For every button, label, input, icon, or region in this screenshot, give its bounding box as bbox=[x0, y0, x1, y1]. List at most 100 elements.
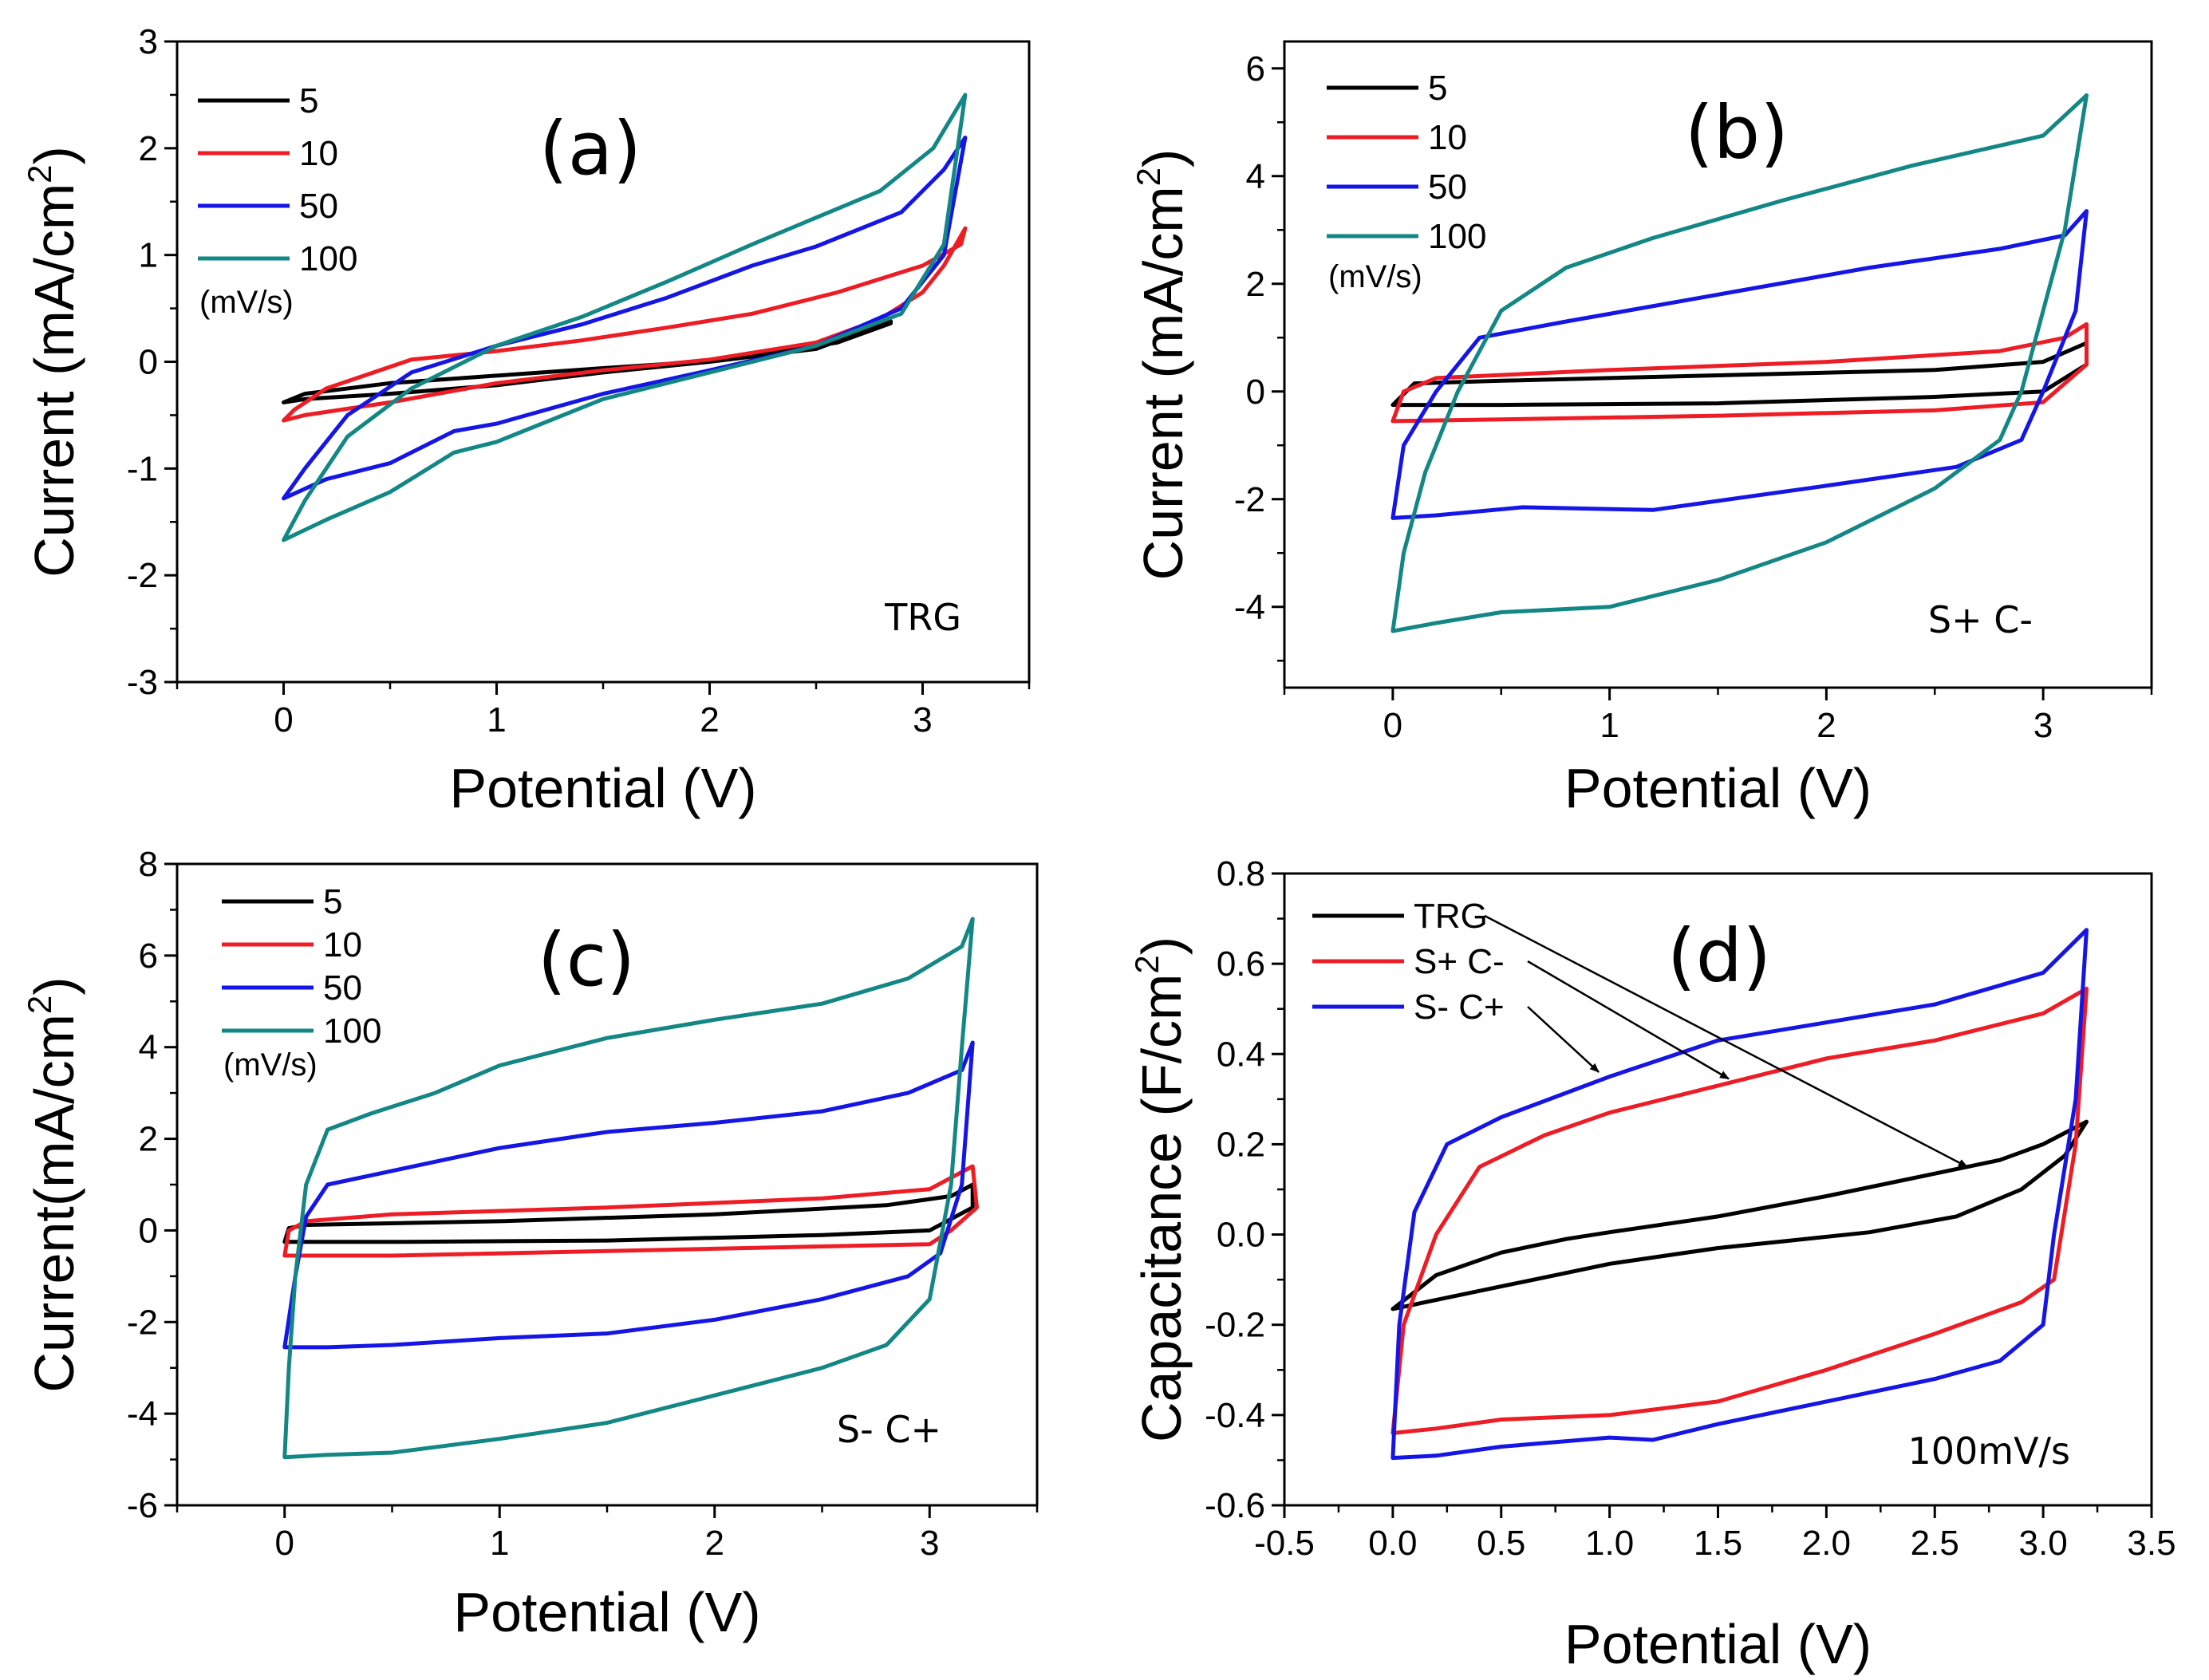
chart-panel-c: 0 1 2 3 -6 -4 -2 0 2 4 6 8 Potential (V) Current(mA/c… bbox=[21, 845, 1039, 1643]
panel-title: (a) bbox=[539, 106, 641, 191]
y-axis-label-main: Current (mA/cm bbox=[23, 183, 85, 578]
y-tick-label: 2 bbox=[139, 1120, 158, 1159]
y-axis-label-main: Current(mA/cm bbox=[23, 1014, 85, 1392]
series-line-100 bbox=[282, 917, 975, 1460]
panel-title: (d) bbox=[1667, 913, 1771, 999]
x-tick-label: 0.5 bbox=[1477, 1524, 1525, 1563]
series-line-50 bbox=[282, 1040, 975, 1350]
y-tick-label: 0.2 bbox=[1217, 1125, 1265, 1164]
x-tick-label: 2.0 bbox=[1802, 1524, 1851, 1563]
x-tick-label: 2 bbox=[705, 1524, 724, 1563]
legend-label: 50 bbox=[299, 187, 338, 226]
y-tick-label: 0 bbox=[1246, 373, 1265, 412]
series-line-10 bbox=[282, 1164, 979, 1258]
y-tick-label: 6 bbox=[1246, 49, 1265, 89]
x-axis-label: Potential (V) bbox=[449, 757, 756, 819]
legend-label: TRG bbox=[1414, 897, 1488, 936]
y-axis-label-main: Current (mA/cm bbox=[1132, 186, 1194, 580]
x-tick-label: 0 bbox=[275, 1524, 294, 1563]
legend-label: 10 bbox=[323, 925, 362, 964]
legend-label: 50 bbox=[323, 968, 362, 1008]
y-axis-label: Current (mA/cm2) bbox=[21, 146, 85, 578]
legend-unit: (mV/s) bbox=[223, 1047, 318, 1083]
y-tick-label: 0.0 bbox=[1217, 1216, 1265, 1255]
x-tick-label: 1.5 bbox=[1694, 1524, 1742, 1563]
y-tick-label: 4 bbox=[139, 1028, 158, 1067]
x-tick-label: 1.0 bbox=[1585, 1524, 1634, 1563]
series-line-s-c- bbox=[1390, 986, 2089, 1435]
series-line-100 bbox=[282, 93, 968, 542]
series-line-s-c- bbox=[1390, 928, 2089, 1461]
y-axis-label-superscript: 2 bbox=[21, 165, 58, 183]
legend-label: 5 bbox=[1428, 69, 1447, 108]
y-tick-label: -3 bbox=[127, 663, 158, 702]
series-line-5 bbox=[282, 319, 893, 404]
y-axis-label-close: ) bbox=[1130, 937, 1193, 955]
legend-label: 5 bbox=[299, 81, 318, 120]
chart-panel-a: 0 1 2 3 -3 -2 -1 0 1 2 3 Potential (V) Current (mA/c… bbox=[21, 22, 1031, 819]
x-tick-label: 1 bbox=[490, 1524, 509, 1563]
annotation-arrow bbox=[1527, 1006, 1600, 1073]
x-tick-label: 3.5 bbox=[2127, 1524, 2175, 1563]
legend-label: 100 bbox=[323, 1012, 381, 1051]
legend-label: 10 bbox=[1428, 118, 1467, 157]
x-tick-label: 1 bbox=[1600, 706, 1619, 745]
y-tick-label: 0.8 bbox=[1217, 854, 1265, 893]
legend-label: 10 bbox=[299, 134, 338, 173]
legend-label: 100 bbox=[299, 239, 357, 278]
x-axis-label: Potential (V) bbox=[1564, 1613, 1872, 1675]
x-tick-label: 0 bbox=[1383, 706, 1402, 745]
y-tick-label: 0 bbox=[139, 1211, 158, 1250]
y-axis-label-superscript: 2 bbox=[21, 996, 58, 1014]
y-tick-label: -1 bbox=[127, 449, 158, 488]
y-axis-label-superscript: 2 bbox=[1130, 168, 1167, 186]
legend-label: S- C+ bbox=[1414, 988, 1505, 1027]
legend-label: 100 bbox=[1428, 217, 1486, 256]
y-axis-label-close: ) bbox=[23, 976, 85, 995]
y-tick-label: -0.2 bbox=[1205, 1306, 1265, 1345]
y-tick-label: 6 bbox=[139, 937, 158, 976]
y-tick-label: -2 bbox=[127, 1303, 158, 1342]
y-tick-label: 1 bbox=[139, 236, 158, 275]
legend-label: S+ C- bbox=[1414, 942, 1505, 981]
legend-unit: (mV/s) bbox=[199, 285, 294, 320]
y-axis-label: Current (mA/cm2) bbox=[1130, 149, 1194, 581]
y-tick-label: 4 bbox=[1246, 157, 1265, 196]
x-tick-label: 2 bbox=[1817, 706, 1836, 745]
legend-label: 50 bbox=[1428, 168, 1467, 207]
x-axis-label: Potential (V) bbox=[453, 1581, 760, 1643]
y-tick-label: 2 bbox=[139, 129, 158, 168]
panel-annotation: S- C+ bbox=[837, 1408, 941, 1451]
x-tick-label: 3.0 bbox=[2019, 1524, 2068, 1563]
y-tick-label: -2 bbox=[1234, 480, 1265, 519]
chart-panel-d: -0.5 0.0 0.5 1.0 1.5 2.0 2.5 3.0 3.5 -0.6 -0.4 -0.2… bbox=[1128, 854, 2176, 1675]
y-tick-label: -0.4 bbox=[1205, 1396, 1265, 1435]
y-axis-label: Capacitance (F/cm2) bbox=[1128, 937, 1193, 1442]
y-tick-label: 0 bbox=[139, 343, 158, 382]
x-tick-label: 2 bbox=[700, 700, 719, 739]
series-line-10 bbox=[282, 226, 968, 423]
legend-unit: (mV/s) bbox=[1328, 259, 1422, 294]
x-tick-label: 1 bbox=[487, 700, 506, 739]
panel-title: (b) bbox=[1685, 90, 1789, 175]
panel-title: (c) bbox=[538, 917, 635, 1003]
y-axis-label-close: ) bbox=[23, 146, 85, 164]
y-axis-label-main: Capacitance (F/cm bbox=[1130, 974, 1193, 1442]
y-tick-label: -4 bbox=[1234, 588, 1265, 627]
series-line-50 bbox=[282, 136, 968, 501]
y-tick-label: 2 bbox=[1246, 265, 1265, 304]
x-axis-label: Potential (V) bbox=[1564, 757, 1872, 819]
y-tick-label: -2 bbox=[127, 556, 158, 595]
annotation-arrow bbox=[1484, 914, 1968, 1168]
legend-label: 5 bbox=[323, 882, 342, 921]
x-tick-label: -0.5 bbox=[1254, 1524, 1315, 1563]
series-line-100 bbox=[1390, 93, 2089, 633]
panel-annotation: 100mV/s bbox=[1907, 1430, 2070, 1473]
series-line-trg bbox=[1390, 1119, 2089, 1311]
x-tick-label: 0.0 bbox=[1368, 1524, 1417, 1563]
series-line-50 bbox=[1390, 209, 2089, 520]
y-axis-label-superscript: 2 bbox=[1128, 955, 1166, 973]
panel-annotation: TRG bbox=[884, 596, 961, 639]
